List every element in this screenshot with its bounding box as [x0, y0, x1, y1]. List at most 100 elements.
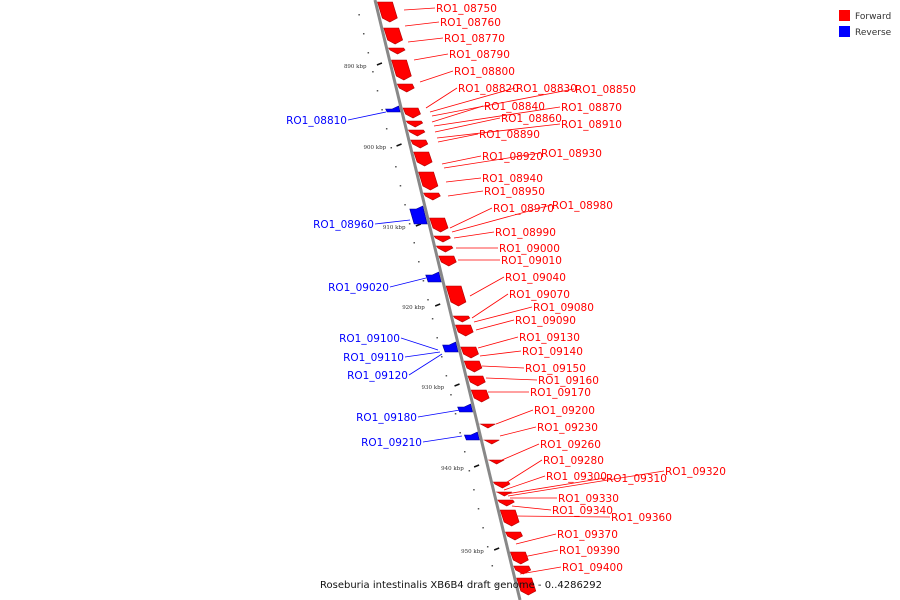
forward-gene-label[interactable]: RO1_09340 [552, 505, 613, 517]
forward-gene-label[interactable]: RO1_08890 [479, 129, 540, 141]
forward-gene-label[interactable]: RO1_08850 [575, 84, 636, 96]
reverse-gene-label[interactable]: RO1_09100 [339, 333, 400, 345]
forward-gene-label[interactable]: RO1_08860 [501, 113, 562, 125]
backbone-dot [473, 489, 475, 491]
forward-gene-block [452, 315, 471, 323]
forward-gene-label[interactable]: RO1_08870 [561, 102, 622, 114]
forward-gene-label[interactable]: RO1_08790 [449, 49, 510, 61]
forward-gene-label[interactable]: RO1_08750 [436, 3, 497, 15]
tick-mark [493, 547, 500, 551]
tick-label: 930 kbp [422, 385, 445, 391]
forward-gene-label[interactable]: RO1_08990 [495, 227, 556, 239]
backbone-dot [362, 33, 365, 35]
reverse-gene-label[interactable]: RO1_09180 [356, 412, 417, 424]
reverse-gene-label[interactable]: RO1_09120 [347, 370, 408, 382]
forward-gene-label[interactable]: RO1_09040 [505, 272, 566, 284]
forward-leader-line [429, 87, 516, 113]
backbone-dot [395, 166, 397, 168]
forward-gene-label[interactable]: RO1_08920 [482, 151, 543, 163]
reverse-gene-label[interactable]: RO1_08810 [286, 115, 347, 127]
forward-gene-label[interactable]: RO1_09170 [530, 387, 591, 399]
ticks: 890 kbp 900 kbp 910 kbp 920 kbp 930 kbp 940 k… [344, 62, 500, 555]
forward-gene-label[interactable]: RO1_09130 [519, 332, 580, 344]
forward-gene-label[interactable]: RO1_08930 [541, 148, 602, 160]
legend-reverse-swatch [839, 26, 850, 37]
forward-gene-label[interactable]: RO1_08910 [561, 119, 622, 131]
forward-gene-label[interactable]: RO1_08970 [493, 203, 554, 215]
forward-gene-label[interactable]: RO1_09300 [546, 471, 607, 483]
tick-label: 940 kbp [441, 466, 464, 472]
forward-leader-line [503, 459, 543, 485]
forward-gene-label[interactable]: RO1_09310 [606, 473, 667, 485]
forward-gene-label[interactable]: RO1_09390 [559, 545, 620, 557]
forward-gene-block [460, 346, 479, 359]
genome-backbone [373, 0, 522, 600]
backbone-dot [431, 318, 434, 320]
forward-gene-label[interactable]: RO1_09230 [537, 422, 598, 434]
forward-leader-line [469, 276, 505, 297]
forward-leader-line [449, 207, 493, 229]
forward-gene-label[interactable]: RO1_08760 [440, 17, 501, 29]
backbone-dot [445, 375, 448, 377]
forward-gene-label[interactable]: RO1_09330 [558, 493, 619, 505]
forward-gene-label[interactable]: RO1_09070 [509, 289, 570, 301]
forward-gene-label[interactable]: RO1_09260 [540, 439, 601, 451]
backbone-dot [450, 394, 452, 396]
reverse-gene-label[interactable]: RO1_08960 [313, 219, 374, 231]
legend-forward-swatch [839, 10, 850, 21]
backbone-dot [486, 546, 489, 548]
forward-gene-label[interactable]: RO1_09140 [522, 346, 583, 358]
backbone-dot [418, 261, 420, 263]
forward-gene-label[interactable]: RO1_09080 [533, 302, 594, 314]
forward-gene-label[interactable]: RO1_09360 [611, 512, 672, 524]
forward-gene-label[interactable]: RO1_08980 [552, 200, 613, 212]
forward-gene-label[interactable]: RO1_08820 [458, 83, 519, 95]
backbone-dot [454, 413, 457, 415]
forward-leader-line [515, 533, 557, 545]
forward-gene-label[interactable]: RO1_09200 [534, 405, 595, 417]
forward-leader-line [437, 133, 479, 143]
tick-label: 910 kbp [383, 225, 406, 231]
forward-gene-label[interactable]: RO1_09090 [515, 315, 576, 327]
reverse-leader-line [417, 409, 461, 418]
forward-gene-label[interactable]: RO1_08950 [484, 186, 545, 198]
forward-gene-label[interactable]: RO1_08800 [454, 66, 515, 78]
backbone-dot [408, 223, 411, 225]
genes [377, 1, 537, 596]
forward-leader-line [485, 377, 538, 381]
tick-mark [434, 303, 441, 307]
legend: Forward Reverse [839, 10, 892, 38]
backbone-dot [381, 109, 383, 111]
forward-gene-label[interactable]: RO1_08840 [484, 101, 545, 113]
forward-gene-label[interactable]: RO1_09150 [525, 363, 586, 375]
reverse-leader-line [408, 353, 443, 376]
reverse-gene-label[interactable]: RO1_09110 [343, 352, 404, 364]
legend-reverse-label: Reverse [855, 28, 892, 38]
forward-gene-block [423, 192, 441, 201]
forward-leader-line [517, 549, 559, 559]
tick-mark [376, 62, 383, 66]
forward-gene-label[interactable]: RO1_09010 [501, 255, 562, 267]
forward-leader-line [511, 505, 552, 511]
forward-gene-block [499, 509, 520, 527]
forward-gene-block [383, 27, 403, 45]
reverse-gene-label[interactable]: RO1_09210 [361, 437, 422, 449]
backbone-dot [422, 280, 425, 282]
forward-gene-label[interactable]: RO1_09320 [665, 466, 726, 478]
reverse-gene-block [463, 431, 480, 441]
reverse-gene-block [409, 205, 428, 225]
backbone-dot [463, 451, 466, 453]
forward-leader-line [507, 470, 665, 497]
reverse-gene-label[interactable]: RO1_09020 [328, 282, 389, 294]
forward-gene-label[interactable]: RO1_09160 [538, 375, 599, 387]
forward-gene-label[interactable]: RO1_08830 [516, 83, 577, 95]
backbone-dot [491, 565, 494, 567]
forward-leader-line [481, 365, 525, 369]
forward-gene-label[interactable]: RO1_08770 [444, 33, 505, 45]
forward-gene-label[interactable]: RO1_09000 [499, 243, 560, 255]
forward-gene-label[interactable]: RO1_09280 [543, 455, 604, 467]
forward-gene-label[interactable]: RO1_09370 [557, 529, 618, 541]
forward-gene-label[interactable]: RO1_09400 [562, 562, 623, 574]
forward-gene-label[interactable]: RO1_08940 [482, 173, 543, 185]
forward-leader-line [443, 152, 541, 169]
